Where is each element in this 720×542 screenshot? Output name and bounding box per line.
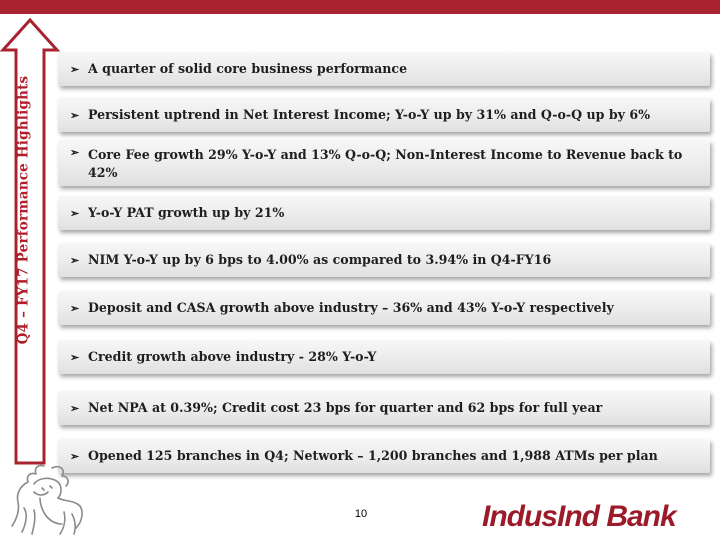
highlight-text: Y-o-Y PAT growth up by 21% bbox=[88, 205, 285, 220]
vertical-title-text: Q4 – FY17 Performance Highlights bbox=[15, 75, 32, 345]
highlight-item: ➢ Net NPA at 0.39%; Credit cost 23 bps f… bbox=[58, 391, 710, 425]
highlight-item: ➢ Deposit and CASA growth above industry… bbox=[58, 291, 710, 325]
arrow-bullet-icon: ➢ bbox=[70, 401, 80, 415]
highlight-item: ➢ Opened 125 branches in Q4; Network – 1… bbox=[58, 439, 710, 473]
up-arrow-icon bbox=[0, 14, 61, 474]
arrow-bullet-icon: ➢ bbox=[70, 62, 80, 76]
highlight-text: A quarter of solid core business perform… bbox=[88, 61, 408, 76]
arrow-bullet-icon: ➢ bbox=[70, 301, 80, 315]
highlight-item: ➢ A quarter of solid core business perfo… bbox=[58, 52, 710, 86]
page-number: 10 bbox=[354, 508, 368, 520]
highlight-item: ➢ Core Fee growth 29% Y-o-Y and 13% Q-o-… bbox=[58, 140, 710, 186]
arrow-bullet-icon: ➢ bbox=[70, 449, 80, 463]
highlight-item: ➢ Credit growth above industry - 28% Y-o… bbox=[58, 340, 710, 374]
arrow-bullet-icon: ➢ bbox=[70, 206, 80, 220]
highlight-text: Persistent uptrend in Net Interest Incom… bbox=[88, 107, 651, 122]
highlight-text: NIM Y-o-Y up by 6 bps to 4.00% as compar… bbox=[88, 252, 552, 267]
brand-logo-text: IndusInd Bank bbox=[482, 500, 677, 533]
arrow-bullet-icon: ➢ bbox=[70, 253, 80, 267]
top-accent-bar bbox=[0, 0, 720, 14]
highlight-item: ➢ NIM Y-o-Y up by 6 bps to 4.00% as comp… bbox=[58, 243, 710, 277]
highlight-item: ➢ Persistent uptrend in Net Interest Inc… bbox=[58, 98, 710, 132]
highlight-text: Opened 125 branches in Q4; Network – 1,2… bbox=[88, 448, 658, 463]
bull-logo-icon bbox=[4, 462, 90, 538]
arrow-bullet-icon: ➢ bbox=[70, 350, 80, 364]
arrow-bullet-icon: ➢ bbox=[70, 108, 80, 122]
highlight-item: ➢ Y-o-Y PAT growth up by 21% bbox=[58, 196, 710, 230]
highlight-text: Credit growth above industry - 28% Y-o-Y bbox=[88, 349, 377, 364]
highlight-text: Deposit and CASA growth above industry –… bbox=[88, 300, 614, 315]
highlight-text: Core Fee growth 29% Y-o-Y and 13% Q-o-Q;… bbox=[88, 147, 683, 180]
highlight-text: Net NPA at 0.39%; Credit cost 23 bps for… bbox=[88, 400, 603, 415]
arrow-bullet-icon: ➢ bbox=[70, 146, 80, 159]
vertical-section-title: Q4 – FY17 Performance Highlights bbox=[13, 60, 33, 360]
